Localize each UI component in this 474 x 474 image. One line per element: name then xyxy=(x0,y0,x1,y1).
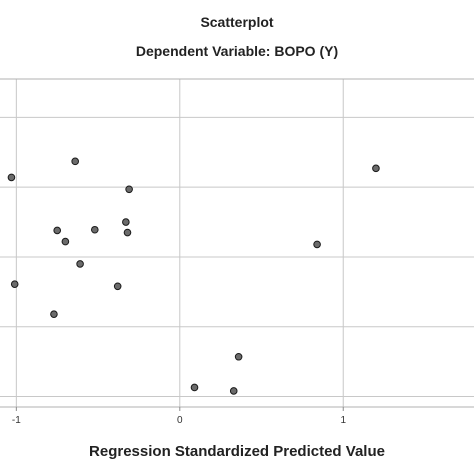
x-tick-label-2: 1 xyxy=(340,415,346,426)
data-point-16 xyxy=(229,387,238,395)
point-layer xyxy=(7,157,380,395)
chart-title: Scatterplot xyxy=(200,14,274,30)
data-point-7 xyxy=(53,226,62,235)
data-point-1 xyxy=(71,157,79,166)
data-point-8 xyxy=(61,237,70,246)
data-point-15 xyxy=(190,383,199,392)
grid-layer xyxy=(0,79,474,407)
x-axis-label: Regression Standardized Predicted Value xyxy=(89,443,385,460)
data-point-10 xyxy=(76,260,84,268)
data-point-12 xyxy=(113,282,122,291)
data-point-2 xyxy=(372,164,380,173)
data-point-14 xyxy=(234,352,243,361)
data-point-0 xyxy=(7,173,16,182)
data-point-13 xyxy=(50,310,58,318)
data-point-3 xyxy=(125,185,133,194)
x-tick-label-1: 0 xyxy=(177,415,183,426)
chart-subtitle: Dependent Variable: BOPO (Y) xyxy=(135,43,339,59)
data-point-4 xyxy=(122,218,130,226)
frame-layer xyxy=(0,78,474,408)
data-point-6 xyxy=(123,228,132,237)
data-point-9 xyxy=(313,240,321,249)
tick-layer: -1 0 1 xyxy=(12,407,346,426)
data-point-5 xyxy=(91,225,99,234)
data-point-11 xyxy=(10,280,19,288)
x-tick-label-0: -1 xyxy=(12,415,21,426)
